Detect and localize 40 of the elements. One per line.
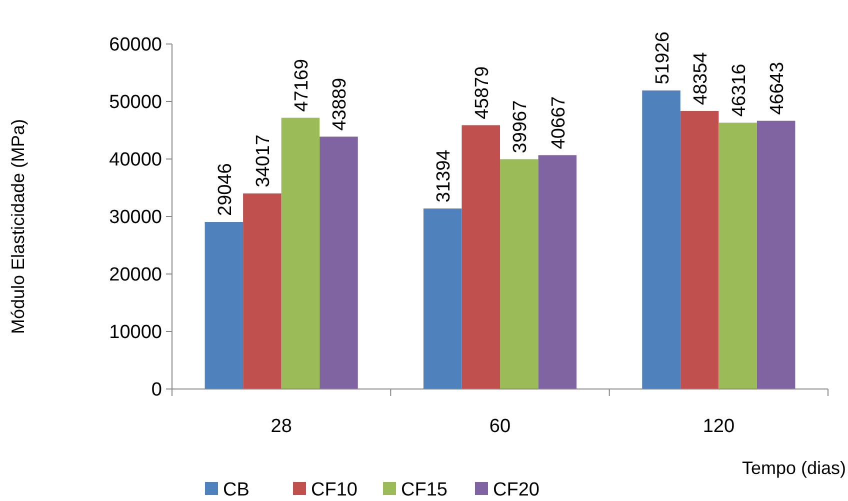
data-label: 39967 (510, 100, 532, 154)
data-label: 47169 (291, 58, 312, 112)
data-label: 48354 (690, 52, 712, 105)
legend-label: CF20 (493, 480, 540, 501)
legend-label: CF15 (401, 480, 448, 501)
bar (243, 193, 282, 389)
data-label: 46316 (728, 64, 750, 117)
data-label: 46643 (767, 62, 788, 115)
y-axis-title: Módulo Elasticidade (MPa) (8, 118, 28, 334)
x-tick-label: 120 (702, 416, 735, 437)
bar (538, 155, 577, 389)
x-tick-label: 28 (270, 416, 292, 437)
y-tick-label: 40000 (109, 150, 162, 171)
bar (281, 118, 320, 389)
data-label: 51926 (652, 32, 674, 84)
data-label: 40667 (548, 96, 570, 150)
bar (204, 222, 244, 389)
bar (680, 110, 719, 389)
bar (642, 90, 680, 389)
y-tick-label: 20000 (109, 264, 162, 286)
data-label: 34017 (253, 134, 274, 188)
y-tick-label: 10000 (109, 322, 162, 344)
bar (718, 122, 757, 389)
bar (320, 136, 358, 389)
y-tick-label: 30000 (109, 207, 162, 228)
data-label: 31394 (434, 149, 455, 202)
legend-label: CF10 (311, 480, 358, 501)
bar (462, 125, 500, 389)
data-label: 29046 (214, 163, 236, 216)
x-axis-title: Tempo (dias) (742, 458, 846, 478)
y-tick-label: 60000 (109, 34, 162, 56)
bar (500, 159, 538, 389)
y-tick-label: 0 (151, 380, 162, 401)
data-label: 43889 (330, 78, 351, 131)
legend-label: CB (223, 480, 250, 501)
x-tick-label: 60 (489, 416, 511, 437)
bar (756, 120, 796, 389)
bar (423, 208, 462, 389)
data-label: 45879 (472, 66, 493, 120)
y-tick-label: 50000 (109, 92, 162, 114)
